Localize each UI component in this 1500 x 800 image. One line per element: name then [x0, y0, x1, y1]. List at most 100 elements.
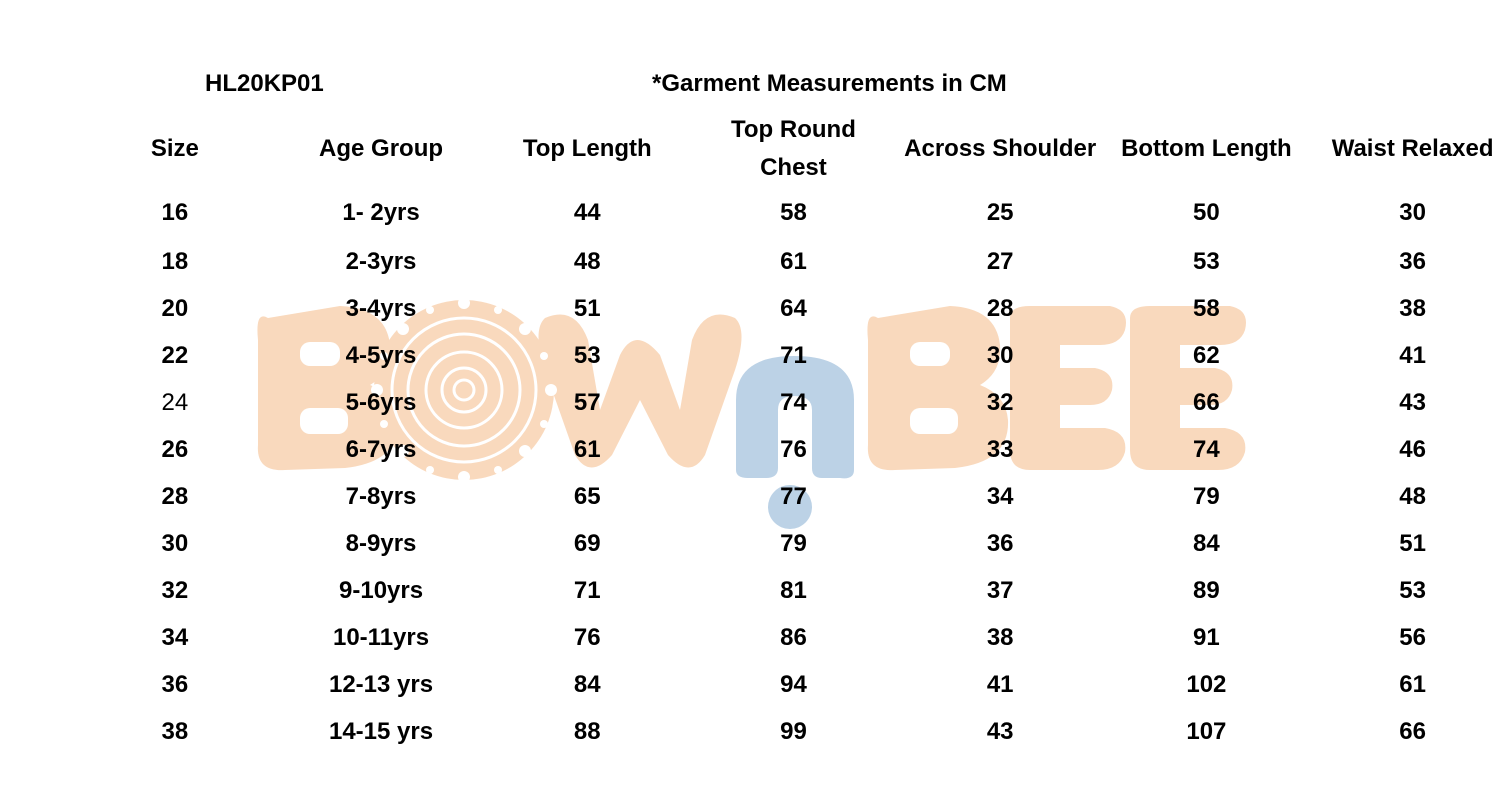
cell-top-round-chest: 71	[780, 341, 807, 369]
cell-bottom-length: 91	[1193, 623, 1220, 651]
cell-top-length: 65	[573, 482, 601, 510]
cell-waist-relaxed: 36	[1399, 247, 1426, 275]
cell-top-length: 51	[573, 294, 601, 322]
cell-size: 28	[161, 482, 189, 510]
cell-size: 18	[161, 247, 189, 275]
table-row: 24 5-6yrs 57 74 32 66 43	[72, 379, 1500, 426]
cell-age-group: 8-9yrs	[345, 529, 417, 557]
cell-top-round-chest: 61	[780, 247, 807, 275]
cell-bottom-length: 84	[1193, 529, 1220, 557]
cell-top-length: 44	[573, 199, 601, 226]
cell-age-group: 3-4yrs	[345, 294, 417, 322]
cell-age-group: 12-13 yrs	[328, 670, 434, 698]
header-top-length: Top Length	[522, 135, 652, 162]
cell-top-length: 53	[573, 341, 601, 369]
cell-top-length: 84	[573, 670, 601, 698]
table-row: 30 8-9yrs 69 79 36 84 51	[72, 520, 1500, 567]
cell-top-round-chest: 64	[780, 294, 807, 322]
cell-age-group: 14-15 yrs	[328, 717, 434, 745]
cell-top-round-chest: 99	[780, 717, 807, 745]
cell-across-shoulder: 27	[986, 247, 1014, 275]
cell-across-shoulder: 38	[986, 623, 1014, 651]
cell-waist-relaxed: 46	[1399, 435, 1426, 463]
cell-bottom-length: 66	[1193, 388, 1220, 416]
header-top-round-chest: Top Round Chest	[731, 116, 856, 181]
cell-size: 36	[161, 670, 189, 698]
cell-waist-relaxed: 61	[1399, 670, 1426, 698]
cell-bottom-length: 89	[1193, 576, 1220, 604]
cell-across-shoulder: 37	[986, 576, 1014, 604]
table-row: 38 14-15 yrs 88 99 43 107 66	[72, 708, 1500, 755]
cell-bottom-length: 74	[1193, 435, 1220, 463]
cell-size: 30	[161, 529, 189, 557]
size-chart-table: Size Age Group Top Length Top Round Ches…	[72, 110, 1500, 755]
style-code: HL20KP01	[205, 70, 324, 97]
cell-age-group: 10-11yrs	[332, 623, 430, 651]
cell-waist-relaxed: 51	[1399, 529, 1426, 557]
cell-top-round-chest: 86	[780, 623, 807, 651]
cell-bottom-length: 79	[1193, 482, 1220, 510]
cell-top-round-chest: 76	[780, 435, 807, 463]
table-row: 22 4-5yrs 53 71 30 62 41	[72, 332, 1500, 379]
cell-age-group: 4-5yrs	[345, 341, 417, 369]
cell-top-length: 57	[573, 388, 601, 416]
cell-across-shoulder: 30	[986, 341, 1014, 369]
cell-size: 38	[161, 717, 189, 745]
cell-top-round-chest: 81	[780, 576, 807, 604]
table-row: 18 2-3yrs 48 61 27 53 36	[72, 238, 1500, 285]
cell-top-round-chest: 74	[780, 388, 807, 416]
cell-bottom-length: 102	[1186, 670, 1227, 698]
table-row: 34 10-11yrs 76 86 38 91 56	[72, 614, 1500, 661]
cell-waist-relaxed: 43	[1399, 388, 1426, 416]
cell-bottom-length: 62	[1193, 341, 1220, 369]
cell-age-group: 2-3yrs	[345, 247, 417, 275]
cell-size: 24	[161, 388, 189, 416]
cell-across-shoulder: 36	[986, 529, 1014, 557]
cell-size: 16	[161, 199, 189, 226]
cell-bottom-length: 58	[1193, 294, 1220, 322]
cell-across-shoulder: 32	[986, 388, 1014, 416]
cell-bottom-length: 107	[1186, 717, 1227, 745]
table-row: 36 12-13 yrs 84 94 41 102 61	[72, 661, 1500, 708]
cell-top-round-chest: 79	[780, 529, 807, 557]
cell-top-length: 88	[573, 717, 601, 745]
cell-waist-relaxed: 41	[1399, 341, 1426, 369]
cell-waist-relaxed: 38	[1399, 294, 1426, 322]
cell-age-group: 5-6yrs	[345, 388, 417, 416]
measurement-note: *Garment Measurements in CM	[652, 70, 1007, 97]
cell-across-shoulder: 25	[986, 199, 1014, 226]
cell-bottom-length: 53	[1193, 247, 1220, 275]
table-header-row: Size Age Group Top Length Top Round Ches…	[72, 110, 1500, 188]
header-across-shoulder: Across Shoulder	[904, 135, 1097, 162]
table-row: 16 1- 2yrs 44 58 25 50 30	[72, 188, 1500, 238]
cell-size: 26	[161, 435, 189, 463]
header-size: Size	[150, 135, 199, 162]
table-row: 20 3-4yrs 51 64 28 58 38	[72, 285, 1500, 332]
cell-across-shoulder: 41	[986, 670, 1014, 698]
cell-waist-relaxed: 53	[1399, 576, 1426, 604]
cell-across-shoulder: 34	[986, 482, 1014, 510]
cell-age-group: 1- 2yrs	[342, 199, 420, 226]
cell-top-round-chest: 58	[780, 199, 807, 226]
cell-age-group: 9-10yrs	[339, 576, 424, 604]
cell-waist-relaxed: 30	[1399, 199, 1426, 226]
cell-top-length: 48	[573, 247, 601, 275]
cell-bottom-length: 50	[1193, 199, 1220, 226]
table-row: 28 7-8yrs 65 77 34 79 48	[72, 473, 1500, 520]
cell-across-shoulder: 28	[986, 294, 1014, 322]
table-row: 26 6-7yrs 61 76 33 74 46	[72, 426, 1500, 473]
cell-waist-relaxed: 66	[1399, 717, 1426, 745]
cell-size: 32	[161, 576, 189, 604]
header-waist-relaxed: Waist Relaxed	[1331, 135, 1494, 162]
cell-age-group: 6-7yrs	[345, 435, 417, 463]
cell-top-length: 61	[573, 435, 601, 463]
cell-top-length: 76	[573, 623, 601, 651]
cell-top-length: 71	[573, 576, 601, 604]
cell-size: 34	[161, 623, 189, 651]
cell-across-shoulder: 33	[986, 435, 1014, 463]
cell-size: 22	[161, 341, 189, 369]
header-bottom-length: Bottom Length	[1121, 135, 1292, 162]
cell-waist-relaxed: 56	[1399, 623, 1426, 651]
table-row: 32 9-10yrs 71 81 37 89 53	[72, 567, 1500, 614]
